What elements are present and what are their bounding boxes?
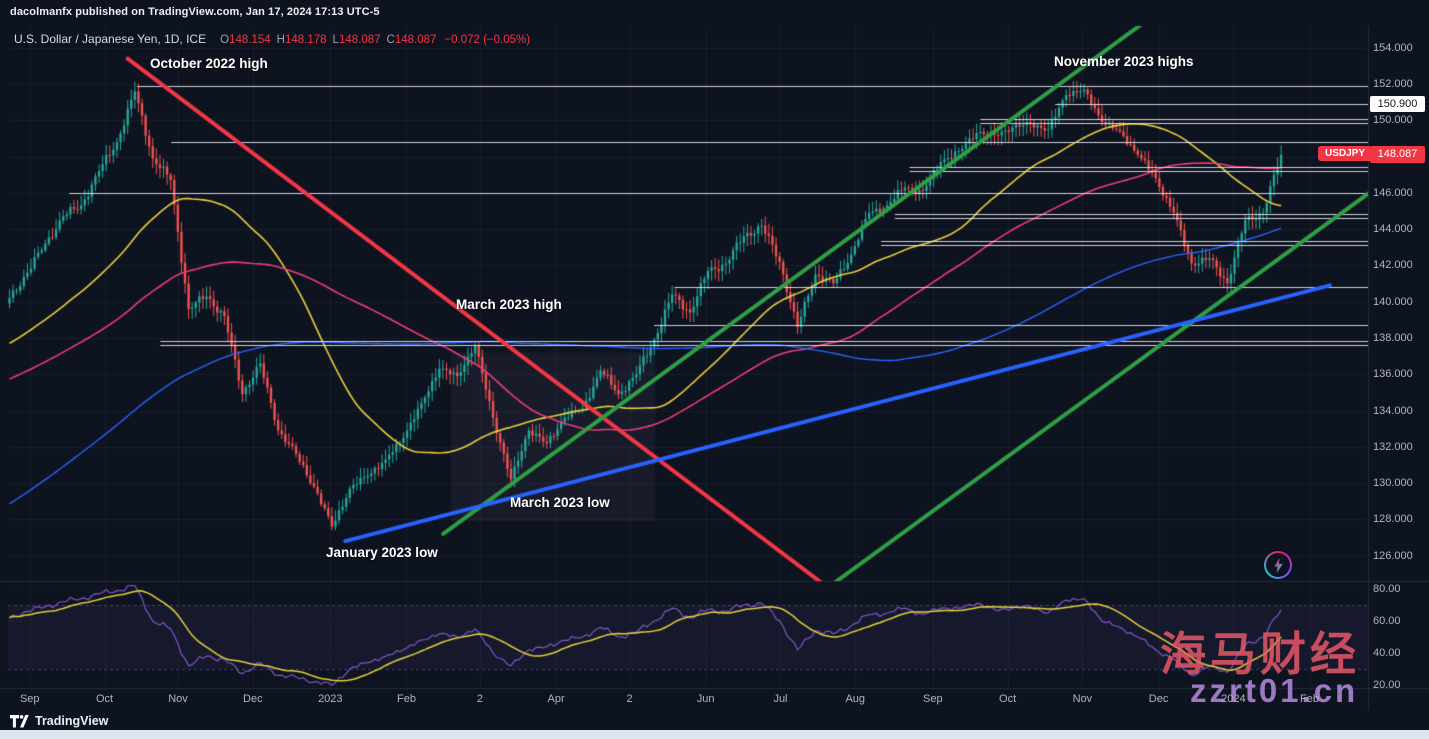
chart-canvas[interactable] — [0, 0, 1429, 739]
tradingview-chart-page: dacolmanfx published on TradingView.com,… — [0, 0, 1429, 739]
